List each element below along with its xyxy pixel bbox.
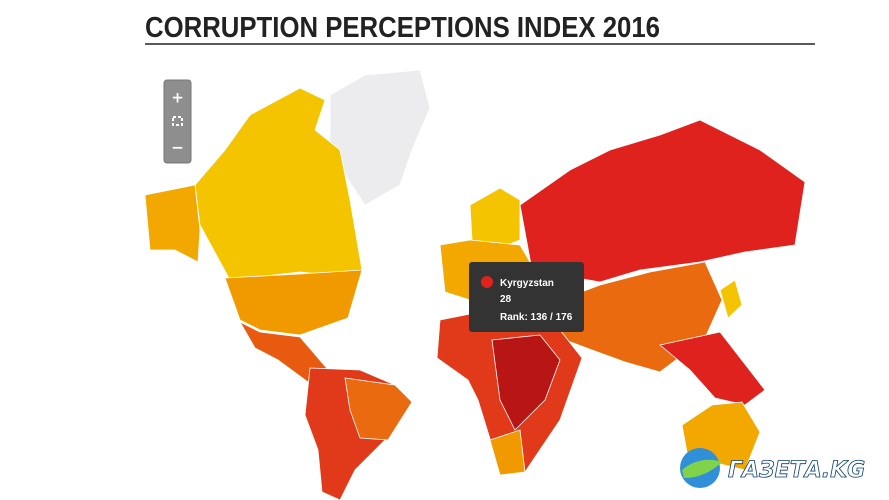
- logo: ГАЗЕТА.KG: [680, 448, 866, 488]
- southern-africa[interactable]: [489, 429, 526, 476]
- tooltip-box: [469, 262, 584, 332]
- zoom-in[interactable]: +: [171, 89, 184, 107]
- logo-swoosh: [682, 459, 722, 478]
- russia[interactable]: [519, 119, 806, 283]
- zoom-reset[interactable]: [172, 116, 183, 126]
- brazil[interactable]: [344, 377, 413, 441]
- world-map: [144, 69, 806, 500]
- zoom-out[interactable]: −: [171, 139, 184, 157]
- tooltip: Kyrgyzstan 28 Rank: 136 / 176: [469, 262, 584, 332]
- alaska[interactable]: [144, 184, 201, 263]
- japan[interactable]: [719, 279, 743, 319]
- tooltip-country: Kyrgyzstan: [500, 278, 554, 289]
- title: CORRUPTION PERCEPTIONS INDEX 2016: [145, 12, 660, 44]
- tooltip-rank: Rank: 136 / 176: [500, 312, 573, 323]
- tooltip-score: 28: [500, 294, 512, 305]
- southeast-asia[interactable]: [659, 331, 766, 406]
- tooltip-swatch: [481, 276, 493, 288]
- usa[interactable]: [224, 269, 363, 336]
- central-africa[interactable]: [491, 334, 561, 431]
- logo-text: ГАЗЕТА.KG: [728, 458, 865, 483]
- zoom-panel: [163, 79, 192, 164]
- zoom-controls: + −: [163, 79, 192, 164]
